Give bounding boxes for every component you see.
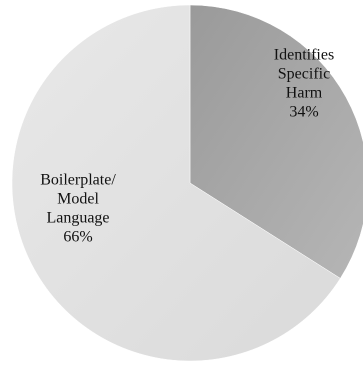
pie-slice-label-0-line-2: Harm <box>286 85 323 102</box>
pie-labels: Identifies Specific Harm 34% Boilerplate/Mod… <box>40 47 334 246</box>
pie-slice-label-0-line-1: Specific <box>278 66 330 83</box>
pie-slice-label-1-line-3: 66% <box>63 229 92 246</box>
pie-slice-label-0: Identifies Specific Harm 34% <box>274 47 334 121</box>
pie-slice-label-0-line-0: Identifies <box>274 47 334 64</box>
pie-slice-label-1-line-0: Boilerplate/ <box>40 172 116 189</box>
pie-slice-1 <box>11 4 341 362</box>
pie-slice-0 <box>189 4 363 279</box>
pie-slice-label-1-line-2: Language <box>46 210 109 227</box>
pie-slices <box>11 4 363 362</box>
pie-slice-label-0-line-3: 34% <box>289 104 318 121</box>
pie-slice-label-1-line-1: Model <box>57 191 99 208</box>
pie-slice-label-1: Boilerplate/Model Language 66% <box>40 172 116 246</box>
